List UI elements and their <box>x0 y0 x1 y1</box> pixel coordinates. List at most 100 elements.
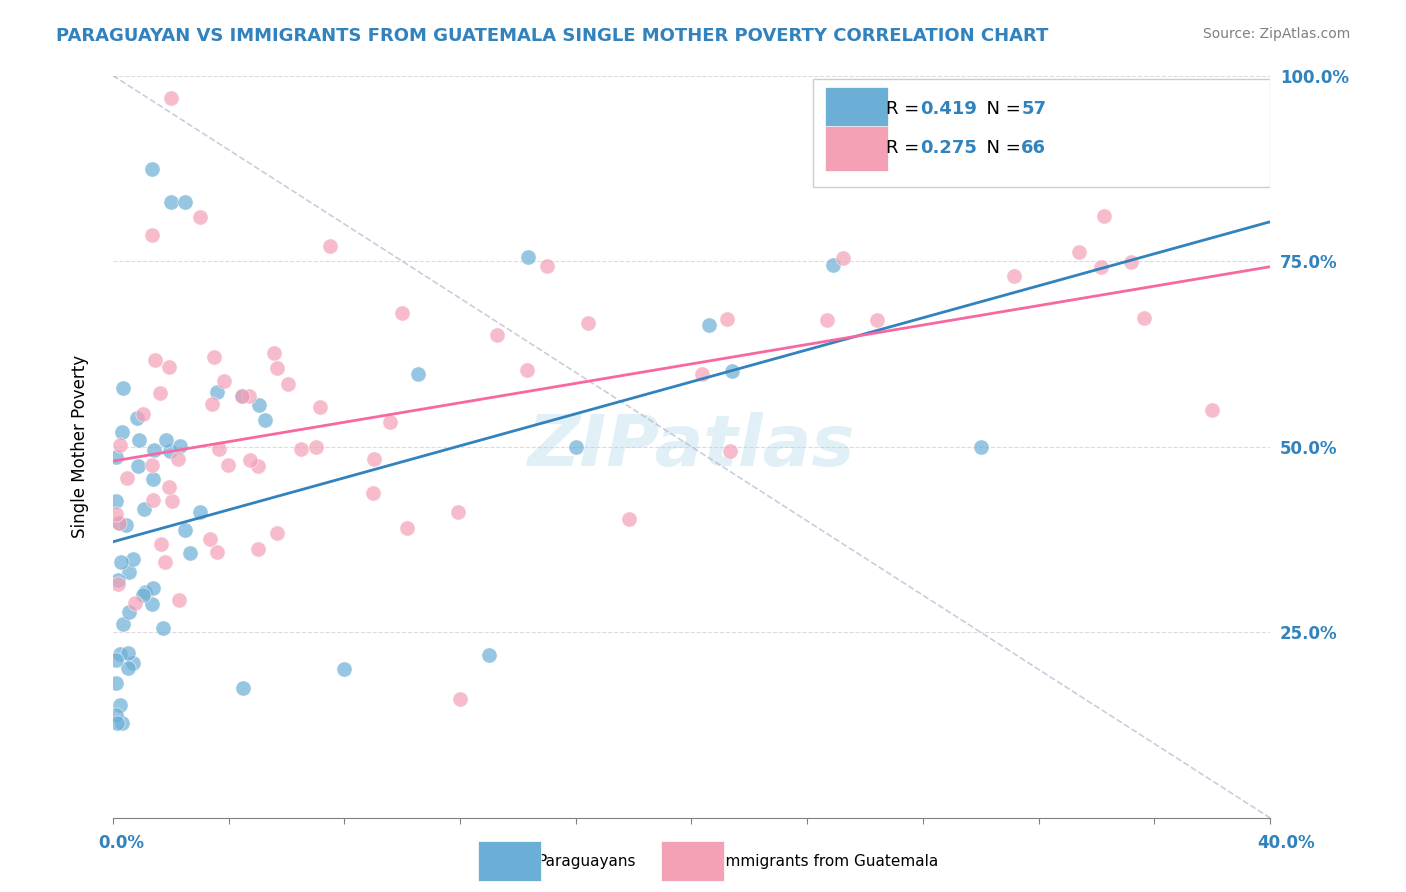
Point <box>1069 245 1091 260</box>
Point <box>121 552 143 566</box>
Point <box>131 588 153 602</box>
Text: Source: ZipAtlas.com: Source: ZipAtlas.com <box>1202 27 1350 41</box>
Point <box>1119 255 1142 269</box>
Point <box>319 239 342 253</box>
Point <box>108 516 131 530</box>
Point <box>447 505 470 519</box>
Point <box>104 708 127 723</box>
Point <box>111 381 134 395</box>
Point <box>128 434 150 448</box>
Point <box>247 542 270 557</box>
Point <box>108 516 131 531</box>
Point <box>169 439 191 453</box>
Point <box>157 360 180 375</box>
Point <box>866 313 889 327</box>
Point <box>231 389 253 403</box>
Point <box>152 621 174 635</box>
Point <box>167 452 190 467</box>
Point <box>157 480 180 494</box>
Text: Immigrants from Guatemala: Immigrants from Guatemala <box>721 855 939 869</box>
Point <box>266 525 288 540</box>
Point <box>173 523 195 537</box>
Point <box>716 312 738 326</box>
Point <box>564 440 586 454</box>
Point <box>536 259 558 273</box>
Point <box>141 227 163 242</box>
Text: Paraguayans: Paraguayans <box>537 855 636 869</box>
Point <box>108 647 131 661</box>
Point <box>142 492 165 507</box>
Point <box>174 194 197 209</box>
Point <box>153 555 176 569</box>
Point <box>142 443 165 458</box>
Text: 57: 57 <box>1021 100 1046 118</box>
Point <box>141 458 163 473</box>
Point <box>277 376 299 391</box>
Point <box>142 472 165 486</box>
Point <box>167 592 190 607</box>
Point <box>104 507 127 521</box>
Point <box>478 648 501 662</box>
Point <box>821 258 844 272</box>
FancyBboxPatch shape <box>824 126 889 170</box>
Point <box>134 585 156 599</box>
Point <box>231 389 253 403</box>
Point <box>1092 209 1115 223</box>
Point <box>141 597 163 611</box>
Point <box>122 656 145 670</box>
Text: N =: N = <box>974 139 1026 157</box>
Point <box>396 521 419 535</box>
Point <box>105 716 128 731</box>
Point <box>363 452 385 467</box>
Point <box>188 505 211 519</box>
Point <box>449 692 471 706</box>
Point <box>179 546 201 560</box>
Point <box>263 346 285 360</box>
Point <box>815 312 838 326</box>
FancyBboxPatch shape <box>813 79 1270 187</box>
Text: R =: R = <box>886 139 925 157</box>
Point <box>117 605 139 619</box>
Point <box>378 415 401 429</box>
Point <box>110 438 132 452</box>
Point <box>205 544 228 558</box>
Point <box>110 555 132 569</box>
Point <box>247 398 270 412</box>
Point <box>246 459 269 474</box>
Point <box>1090 260 1112 274</box>
Point <box>107 576 129 591</box>
Text: 0.0%: 0.0% <box>98 834 145 852</box>
Point <box>232 681 254 695</box>
Text: PARAGUAYAN VS IMMIGRANTS FROM GUATEMALA SINGLE MOTHER POVERTY CORRELATION CHART: PARAGUAYAN VS IMMIGRANTS FROM GUATEMALA … <box>56 27 1049 45</box>
Point <box>406 367 429 381</box>
Point <box>333 662 356 676</box>
Point <box>486 328 509 343</box>
Point <box>721 363 744 377</box>
Point <box>517 250 540 264</box>
Point <box>107 573 129 587</box>
Text: N =: N = <box>974 100 1026 118</box>
Point <box>970 440 993 454</box>
Point <box>104 652 127 666</box>
Point <box>141 161 163 176</box>
Point <box>143 352 166 367</box>
Point <box>198 532 221 546</box>
Point <box>690 367 713 381</box>
Point <box>305 440 328 454</box>
Text: R =: R = <box>886 100 925 118</box>
Point <box>391 306 413 320</box>
Point <box>697 318 720 332</box>
Text: 40.0%: 40.0% <box>1257 834 1315 852</box>
Point <box>117 646 139 660</box>
Point <box>127 459 149 474</box>
Point <box>159 91 181 105</box>
Point <box>516 363 538 377</box>
Text: 0.419: 0.419 <box>921 100 977 118</box>
Point <box>188 210 211 224</box>
Point <box>108 698 131 713</box>
FancyBboxPatch shape <box>824 87 889 131</box>
Point <box>1132 310 1154 325</box>
Point <box>208 442 231 456</box>
Y-axis label: Single Mother Poverty: Single Mother Poverty <box>72 355 89 538</box>
Text: ZIPatlas: ZIPatlas <box>527 412 855 481</box>
